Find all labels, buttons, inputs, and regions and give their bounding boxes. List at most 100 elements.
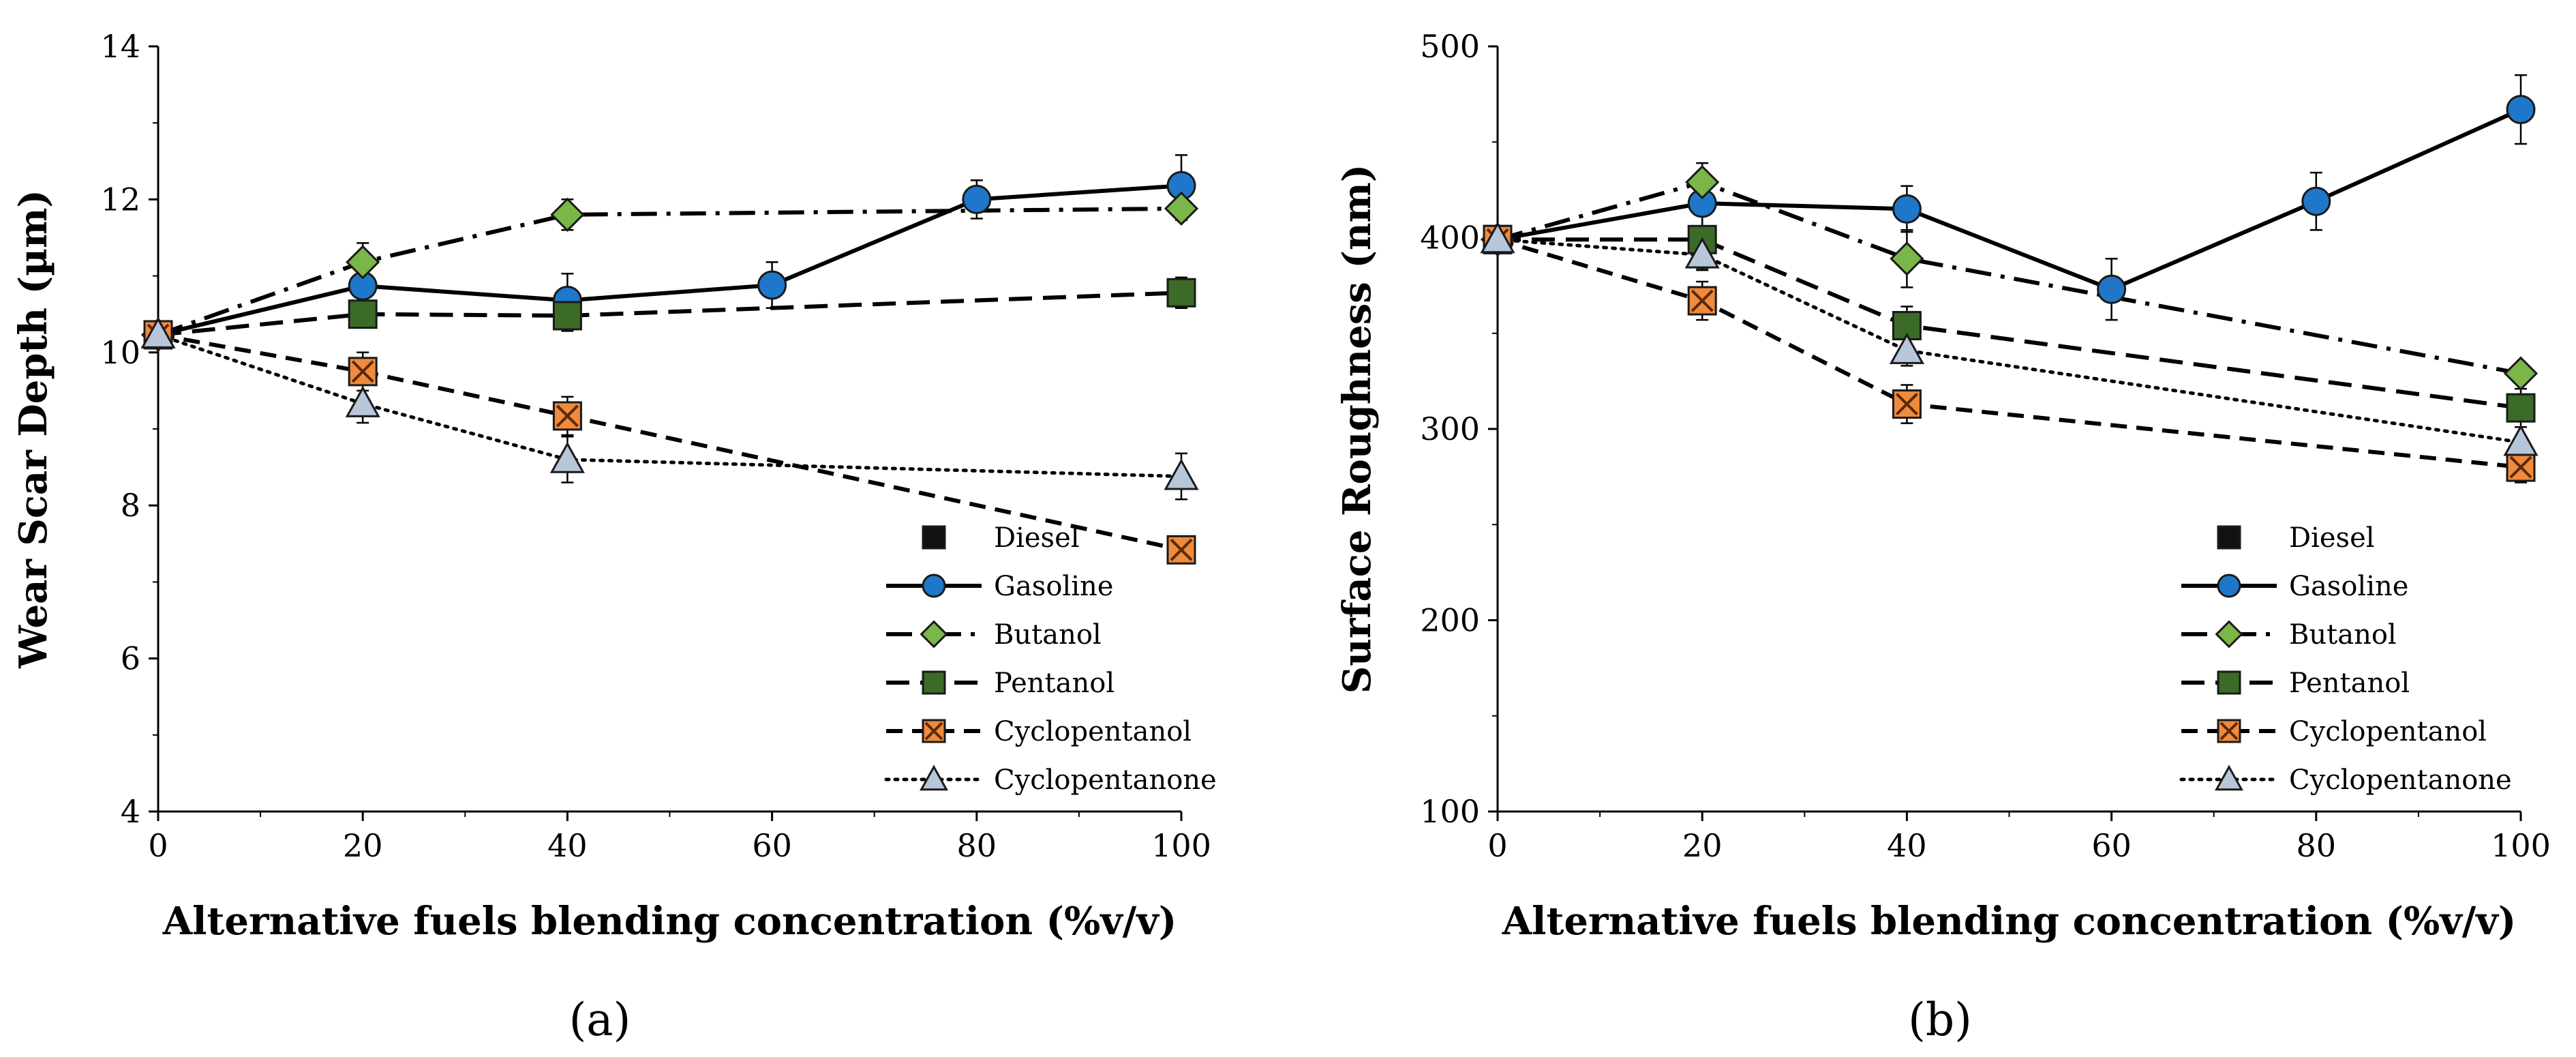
x-axis-title: Alternative fuels blending concentration…: [1502, 899, 2517, 944]
data-point-cyclopentanol: [1687, 286, 1717, 316]
y-tick-label: 8: [121, 487, 140, 524]
series-line-butanol: [1497, 180, 2521, 376]
legend-label-pentanol: Pentanol: [994, 668, 1115, 699]
series-line-pentanol: [157, 291, 1182, 337]
y-tick-label: 500: [1420, 28, 1480, 65]
legend-marker-gasoline: [2217, 574, 2241, 598]
x-tick-label: 40: [547, 827, 588, 864]
legend-label-diesel: Diesel: [2289, 522, 2375, 554]
x-tick-label: 0: [1487, 827, 1507, 864]
y-tick-label: 10: [100, 334, 140, 371]
data-point-gasoline: [757, 270, 787, 300]
data-point-gasoline: [962, 184, 992, 214]
y-tick-label: 200: [1420, 602, 1480, 639]
y-tick-label: 300: [1420, 411, 1480, 447]
legend-marker-diesel: [922, 525, 946, 550]
x-tick-label: 40: [1887, 827, 1927, 864]
legend-marker-gasoline: [922, 574, 946, 598]
panel-label: (b): [1908, 994, 1972, 1046]
y-tick-label: 6: [121, 640, 140, 677]
legend-marker-cyclopentanol: [922, 719, 946, 743]
legend-marker-pentanol: [922, 670, 946, 695]
data-point-cyclopentanol: [1892, 389, 1922, 419]
data-point-butanol: [550, 197, 585, 232]
data-point-pentanol: [552, 301, 582, 331]
marker-cross: [556, 404, 579, 428]
legend-marker-cyclopentanol: [2217, 719, 2241, 743]
legend-label-gasoline: Gasoline: [994, 571, 1113, 602]
data-point-gasoline: [1892, 194, 1922, 224]
legend-label-gasoline: Gasoline: [2289, 571, 2408, 602]
data-point-cyclopentanol: [348, 357, 378, 387]
chart-panel-b: 100 200 300 400 500 0 20 40 60 80 100 Alternative f…: [1335, 28, 2551, 1046]
data-point-cyclopentanone: [1480, 222, 1515, 254]
legend: Diesel Gasoline Butanol Pentanol Cyclopentan…: [2179, 522, 2512, 796]
y-tick-label: 100: [1420, 793, 1480, 830]
data-point-butanol: [1164, 191, 1199, 226]
data-point-butanol: [1890, 241, 1924, 276]
legend-label-cyclopentanone: Cyclopentanone: [2289, 764, 2512, 796]
data-point-gasoline: [2097, 274, 2127, 304]
legend-label-butanol: Butanol: [2289, 619, 2397, 651]
x-tick-label: 100: [2491, 827, 2551, 864]
data-point-cyclopentanone: [1889, 332, 1924, 364]
legend-label-cyclopentanol: Cyclopentanol: [2289, 716, 2487, 747]
legend-label-cyclopentanone: Cyclopentanone: [994, 764, 1217, 796]
series-line-cyclopentanone: [156, 333, 1183, 479]
y-axis-title: Surface Roughness (nm): [1335, 164, 1380, 694]
legend-marker-cyclopentanone: [2215, 764, 2243, 791]
series-line-butanol: [157, 206, 1182, 337]
y-axis-title: Wear Scar Depth (µm): [11, 190, 56, 669]
y-tick-label: 400: [1420, 220, 1480, 256]
x-tick-label: 80: [2297, 827, 2337, 864]
marker-cross: [1170, 538, 1193, 561]
series-line-cyclopentanol: [1497, 237, 2521, 470]
series-line-cyclopentanol: [157, 333, 1182, 552]
legend: Diesel Gasoline Butanol Pentanol Cyclopentan…: [884, 522, 1217, 796]
data-point-pentanol: [2506, 393, 2536, 423]
x-tick-label: 60: [2091, 827, 2132, 864]
data-point-cyclopentanol: [2506, 452, 2536, 482]
chart-panel-a: 4 6 8 10 12 14 0 20 40 60 80 100 Alternative fuels b…: [11, 28, 1217, 1046]
data-point-butanol: [2503, 356, 2539, 391]
marker-cross: [1691, 289, 1714, 312]
series-line-cyclopentanone: [1496, 237, 2523, 445]
y-tick-label: 14: [100, 28, 140, 65]
series-line-gasoline: [157, 183, 1182, 337]
x-tick-label: 100: [1151, 827, 1211, 864]
data-point-cyclopentanone: [1164, 458, 1199, 490]
data-point-cyclopentanol: [1166, 535, 1196, 565]
data-point-gasoline: [2301, 186, 2331, 216]
marker-cross: [924, 721, 943, 741]
marker-cross: [2219, 721, 2239, 741]
data-point-butanol: [346, 245, 380, 280]
marker-cross: [2509, 456, 2532, 479]
data-point-gasoline: [2506, 95, 2536, 125]
legend-marker-butanol: [2215, 620, 2243, 649]
marker-cross: [351, 360, 374, 383]
y-tick-label: 12: [100, 181, 140, 218]
legend-marker-butanol: [920, 620, 948, 649]
x-tick-label: 0: [148, 827, 168, 864]
data-point-cyclopentanone: [140, 316, 176, 348]
data-point-pentanol: [348, 299, 378, 329]
series-line-pentanol: [1498, 237, 2521, 411]
series-line-gasoline: [1497, 107, 2522, 292]
x-tick-label: 20: [1682, 827, 1723, 864]
legend-label-pentanol: Pentanol: [2289, 668, 2410, 699]
legend-marker-cyclopentanone: [920, 764, 948, 791]
x-tick-label: 20: [343, 827, 383, 864]
data-point-butanol: [1685, 165, 1720, 200]
legend-marker-pentanol: [2217, 670, 2241, 695]
data-point-cyclopentanol: [552, 401, 582, 431]
legend-label-cyclopentanol: Cyclopentanol: [994, 716, 1192, 747]
x-axis-title: Alternative fuels blending concentration…: [162, 899, 1177, 944]
legend-label-butanol: Butanol: [994, 619, 1102, 651]
y-tick-label: 4: [121, 793, 140, 830]
x-tick-label: 80: [957, 827, 997, 864]
data-point-cyclopentanone: [549, 441, 585, 473]
legend-marker-diesel: [2217, 525, 2241, 550]
data-point-pentanol: [1166, 278, 1196, 308]
data-point-cyclopentanone: [345, 385, 380, 417]
